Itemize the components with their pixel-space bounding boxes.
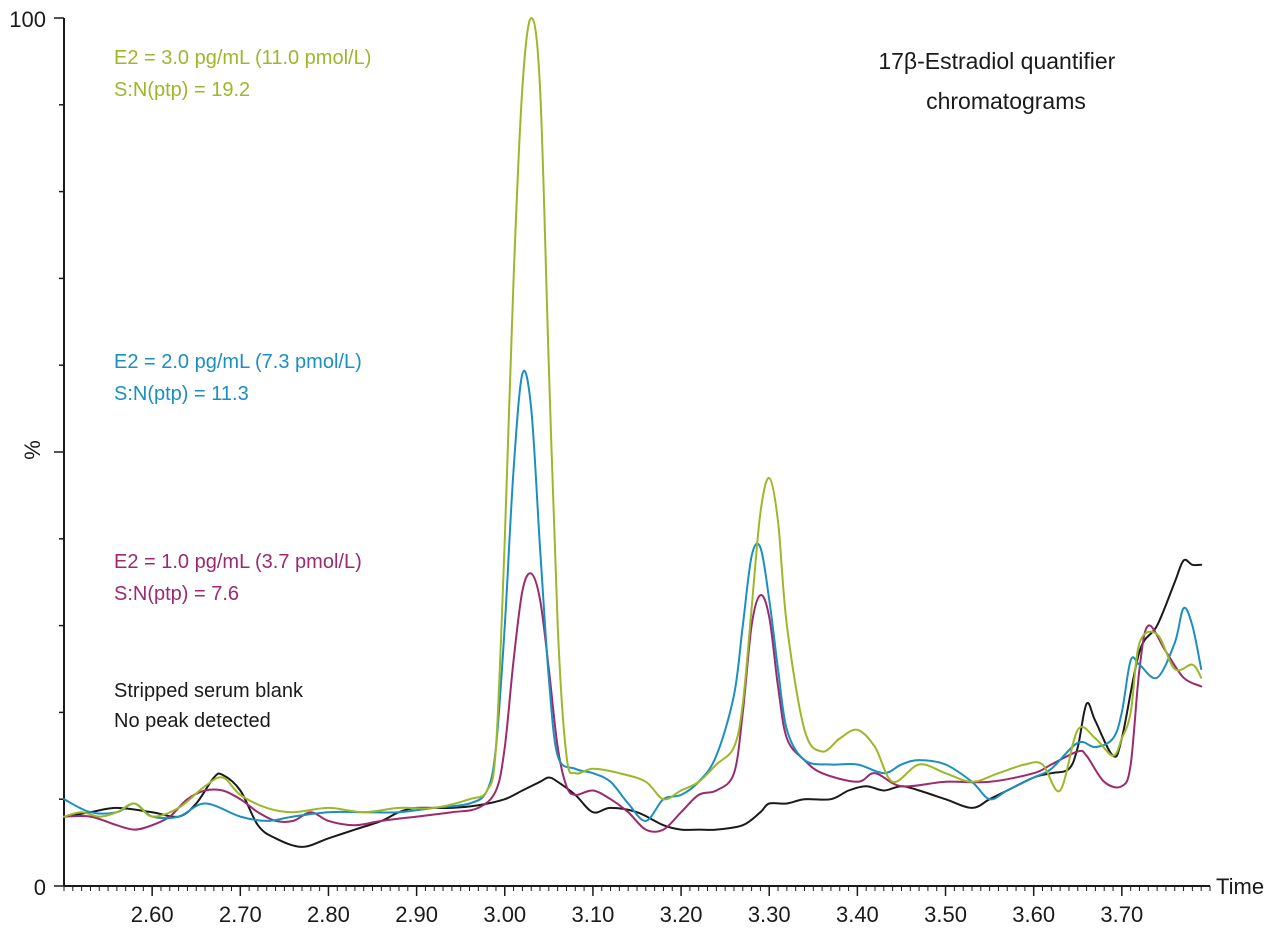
x-tick-label: 2.70 [219,902,262,927]
annotation-blank-note: No peak detected [114,710,271,732]
y-axis-ticks [54,17,64,887]
annotation-e2-3-0-snr: S:N(ptp) = 19.2 [114,79,250,101]
series-line-3 [63,17,1203,818]
x-axis-label: Time [1216,874,1264,899]
chart-title: 17β-Estradiol quantifier chromatograms [878,48,1121,114]
annotation-e2-3-0-concentration: E2 = 3.0 pg/mL (11.0 pmol/L) [114,47,371,69]
annotation-e2-1-0: E2 = 1.0 pg/mL (3.7 pmol/L) S:N(ptp) = 7… [114,551,367,605]
x-tick-label: 2.80 [307,902,350,927]
annotation-e2-1-0-snr: S:N(ptp) = 7.6 [114,583,239,605]
series-lines [63,17,1203,848]
annotation-e2-2-0-concentration: E2 = 2.0 pg/mL (7.3 pmol/L) [114,351,362,373]
x-tick-label: 3.00 [483,902,526,927]
x-tick-label: 3.40 [836,902,879,927]
x-axis-major-ticks [151,886,1123,896]
annotation-blank: Stripped serum blank No peak detected [114,680,309,732]
series-line-0 [63,558,1203,848]
series-line-1 [63,572,1203,833]
y-tick-label-max: 100 [9,7,46,32]
annotation-e2-1-0-concentration: E2 = 1.0 pg/mL (3.7 pmol/L) [114,551,362,573]
x-tick-label: 2.90 [395,902,438,927]
chart-title-line-2: chromatograms [926,88,1086,114]
annotation-e2-3-0: E2 = 3.0 pg/mL (11.0 pmol/L) S:N(ptp) = … [114,47,377,101]
x-tick-label: 3.20 [660,902,703,927]
x-tick-label: 3.60 [1012,902,1055,927]
x-axis-tick-labels: 2.60 2.70 2.80 2.90 3.00 3.10 3.20 3.30 3.40 3.50… [131,902,1144,927]
annotation-e2-2-0: E2 = 2.0 pg/mL (7.3 pmol/L) S:N(ptp) = 1… [114,351,367,405]
chart-title-line-1: 17β-Estradiol quantifier [878,48,1115,74]
annotation-e2-2-0-snr: S:N(ptp) = 11.3 [114,383,249,405]
x-tick-label: 3.50 [924,902,967,927]
x-tick-label: 3.30 [748,902,791,927]
y-tick-label-min: 0 [34,875,46,900]
annotation-blank-label: Stripped serum blank [114,680,304,702]
x-tick-label: 2.60 [131,902,174,927]
y-axis-label: % [20,440,45,460]
x-tick-label: 3.70 [1100,902,1143,927]
x-tick-label: 3.10 [572,902,615,927]
